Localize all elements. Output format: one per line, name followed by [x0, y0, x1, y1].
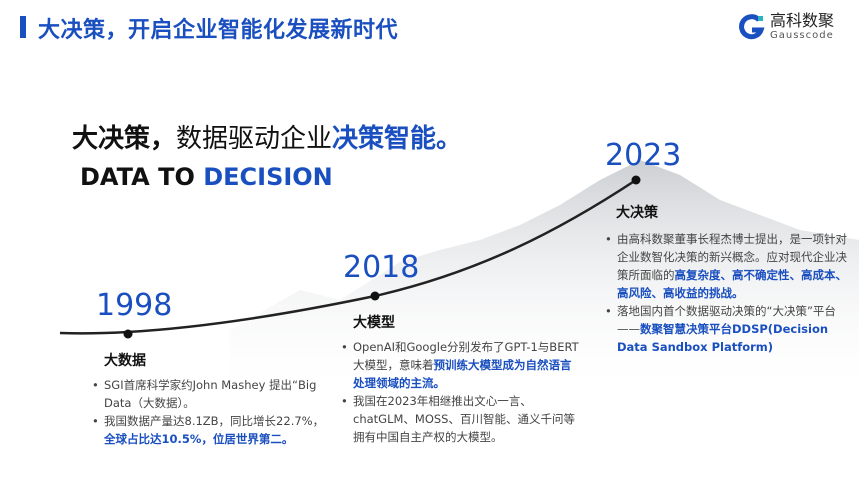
bullet-text: OpenAI和Google分别发布了GPT-1与BERT大模型，意味着: [353, 340, 579, 372]
slogan: 大决策，数据驱动企业决策智能。: [72, 124, 463, 154]
bullet-item: 由高科数聚董事长程杰博士提出，是一项针对企业数智化决策的新兴概念。应对现代企业决…: [605, 230, 853, 302]
logo-cn: 高科数聚: [770, 11, 835, 30]
bullet-item: 落地国内首个数据驱动决策的“大决策”平台——数聚智慧决策平台DDSP(Decis…: [605, 302, 853, 356]
logo-icon: [739, 13, 765, 39]
bullet-text: SGI首席科学家约John Mashey 提出“Big Data（大数据）。: [104, 378, 317, 410]
logo-en: Gausscode: [770, 30, 834, 41]
year-1998: 1998: [96, 288, 173, 323]
page-title: 大决策，开启企业智能化发展新时代: [38, 18, 399, 43]
timeline-dot-2023: [631, 175, 641, 185]
slogan-en: DATA TO DECISION: [80, 163, 333, 191]
bullet-text: 全球占比达10.5%，位居世界第二。: [104, 432, 294, 446]
bullet-item: SGI首席科学家约John Mashey 提出“Big Data（大数据）。: [92, 376, 332, 412]
bullet-text: 落地国内首个数据驱动决策的“大决策”平台——: [617, 304, 836, 336]
bullet-text: 高复杂度、高不确定性、高成本、高风险、高收益的挑战。: [617, 268, 847, 300]
bullet-item: 我国在2023年相继推出文心一言、chatGLM、MOSS、百川智能、通义千问等…: [341, 392, 581, 446]
bullet-item: 我国数据产量达8.1ZB，同比增长22.7%， 全球占比达10.5%，位居世界第二…: [92, 412, 332, 448]
bullet-list: 由高科数聚董事长程杰博士提出，是一项针对企业数智化决策的新兴概念。应对现代企业决…: [605, 230, 853, 356]
header-accent-bar: [20, 16, 26, 38]
bullet-list: OpenAI和Google分别发布了GPT-1与BERT大模型，意味着预训练大模…: [341, 338, 581, 446]
section-title: 大决策: [616, 205, 658, 221]
timeline-dot-2018: [370, 291, 380, 301]
section-title: 大数据: [104, 353, 146, 369]
timeline-dot-1998: [123, 329, 133, 339]
year-2023: 2023: [605, 138, 682, 173]
logo: 高科数聚 Gausscode: [738, 12, 834, 41]
bullet-item: OpenAI和Google分别发布了GPT-1与BERT大模型，意味着预训练大模…: [341, 338, 581, 392]
bullet-text: 数聚智慧决策平台DDSP(Decision Data Sandbox Platf…: [617, 322, 829, 354]
bullet-text: 我国数据产量达8.1ZB，同比增长22.7%，: [104, 414, 325, 428]
bullet-text: 我国在2023年相继推出文心一言、chatGLM、MOSS、百川智能、通义千问等…: [353, 394, 575, 444]
year-2018: 2018: [343, 250, 420, 285]
section-title: 大模型: [353, 315, 395, 331]
bullet-list: SGI首席科学家约John Mashey 提出“Big Data（大数据）。我国…: [92, 376, 332, 448]
bullet-text: 由高科数聚董事长程杰博士提出，是一项针对企业数智化决策的新兴概念。应对现代企业决…: [617, 232, 847, 282]
bullet-text: 预训练大模型成为自然语言处理领域的主流。: [353, 358, 572, 390]
